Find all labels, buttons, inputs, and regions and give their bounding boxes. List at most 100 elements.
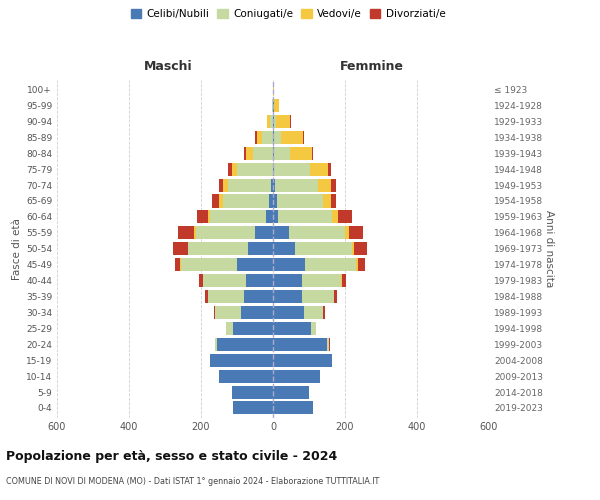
Bar	[311, 146, 313, 160]
Bar	[273, 194, 277, 207]
Bar	[223, 194, 269, 207]
Bar	[318, 178, 331, 192]
Bar	[253, 146, 273, 160]
Bar	[273, 242, 295, 256]
Bar	[205, 290, 208, 303]
Bar	[208, 290, 244, 303]
Bar	[302, 274, 341, 287]
Bar	[327, 338, 329, 351]
Bar	[244, 146, 246, 160]
Bar	[197, 210, 208, 224]
Bar	[226, 322, 233, 335]
Bar	[237, 258, 273, 271]
Bar	[277, 194, 323, 207]
Bar	[270, 115, 273, 128]
Bar	[304, 306, 323, 319]
Bar	[273, 178, 275, 192]
Bar	[274, 162, 310, 175]
Bar	[295, 242, 352, 256]
Bar	[241, 306, 273, 319]
Bar	[214, 306, 215, 319]
Bar	[233, 322, 273, 335]
Bar	[310, 162, 328, 175]
Bar	[273, 83, 274, 96]
Bar	[273, 370, 320, 382]
Bar	[331, 194, 336, 207]
Bar	[273, 354, 332, 366]
Bar	[228, 178, 271, 192]
Bar	[290, 146, 311, 160]
Bar	[332, 210, 338, 224]
Bar	[302, 290, 334, 303]
Bar	[323, 306, 325, 319]
Bar	[273, 226, 289, 239]
Bar	[342, 274, 346, 287]
Bar	[273, 402, 313, 414]
Bar	[273, 99, 274, 112]
Bar	[272, 99, 273, 112]
Text: Femmine: Femmine	[340, 60, 404, 72]
Bar	[349, 226, 363, 239]
Bar	[311, 322, 316, 335]
Bar	[266, 115, 270, 128]
Bar	[273, 290, 302, 303]
Bar	[266, 210, 273, 224]
Bar	[354, 242, 367, 256]
Bar	[219, 370, 273, 382]
Bar	[232, 386, 273, 398]
Bar	[358, 258, 365, 271]
Bar	[273, 322, 311, 335]
Bar	[196, 226, 255, 239]
Bar	[173, 242, 188, 256]
Bar	[269, 194, 273, 207]
Bar	[305, 258, 356, 271]
Bar	[233, 402, 273, 414]
Bar	[323, 194, 331, 207]
Text: Maschi: Maschi	[143, 60, 193, 72]
Bar	[178, 226, 194, 239]
Bar	[175, 258, 181, 271]
Bar	[215, 338, 217, 351]
Text: Popolazione per età, sesso e stato civile - 2024: Popolazione per età, sesso e stato civil…	[6, 450, 337, 463]
Bar	[275, 178, 318, 192]
Bar	[331, 178, 336, 192]
Bar	[273, 115, 274, 128]
Bar	[271, 178, 273, 192]
Bar	[273, 162, 274, 175]
Bar	[273, 386, 309, 398]
Bar	[246, 274, 273, 287]
Bar	[275, 115, 290, 128]
Bar	[273, 258, 305, 271]
Text: COMUNE DI NOVI DI MODENA (MO) - Dati ISTAT 1° gennaio 2024 - Elaborazione TUTTIT: COMUNE DI NOVI DI MODENA (MO) - Dati IST…	[6, 478, 379, 486]
Bar	[199, 274, 203, 287]
Bar	[273, 274, 302, 287]
Bar	[262, 131, 273, 144]
Bar	[255, 131, 257, 144]
Bar	[352, 242, 354, 256]
Bar	[244, 290, 273, 303]
Bar	[223, 178, 228, 192]
Bar	[274, 146, 290, 160]
Bar	[255, 226, 273, 239]
Bar	[194, 226, 196, 239]
Bar	[273, 146, 274, 160]
Bar	[345, 226, 349, 239]
Bar	[274, 131, 281, 144]
Bar	[274, 115, 275, 128]
Bar	[257, 131, 262, 144]
Bar	[273, 210, 278, 224]
Bar	[237, 162, 273, 175]
Bar	[215, 306, 241, 319]
Bar	[338, 210, 352, 224]
Bar	[341, 274, 342, 287]
Bar	[219, 178, 223, 192]
Legend: Celibi/Nubili, Coniugati/e, Vedovi/e, Divorziati/e: Celibi/Nubili, Coniugati/e, Vedovi/e, Di…	[127, 5, 449, 24]
Bar	[217, 338, 273, 351]
Bar	[356, 258, 358, 271]
Bar	[273, 306, 304, 319]
Bar	[208, 210, 210, 224]
Bar	[248, 242, 273, 256]
Bar	[273, 131, 274, 144]
Bar	[232, 162, 237, 175]
Y-axis label: Fasce di età: Fasce di età	[12, 218, 22, 280]
